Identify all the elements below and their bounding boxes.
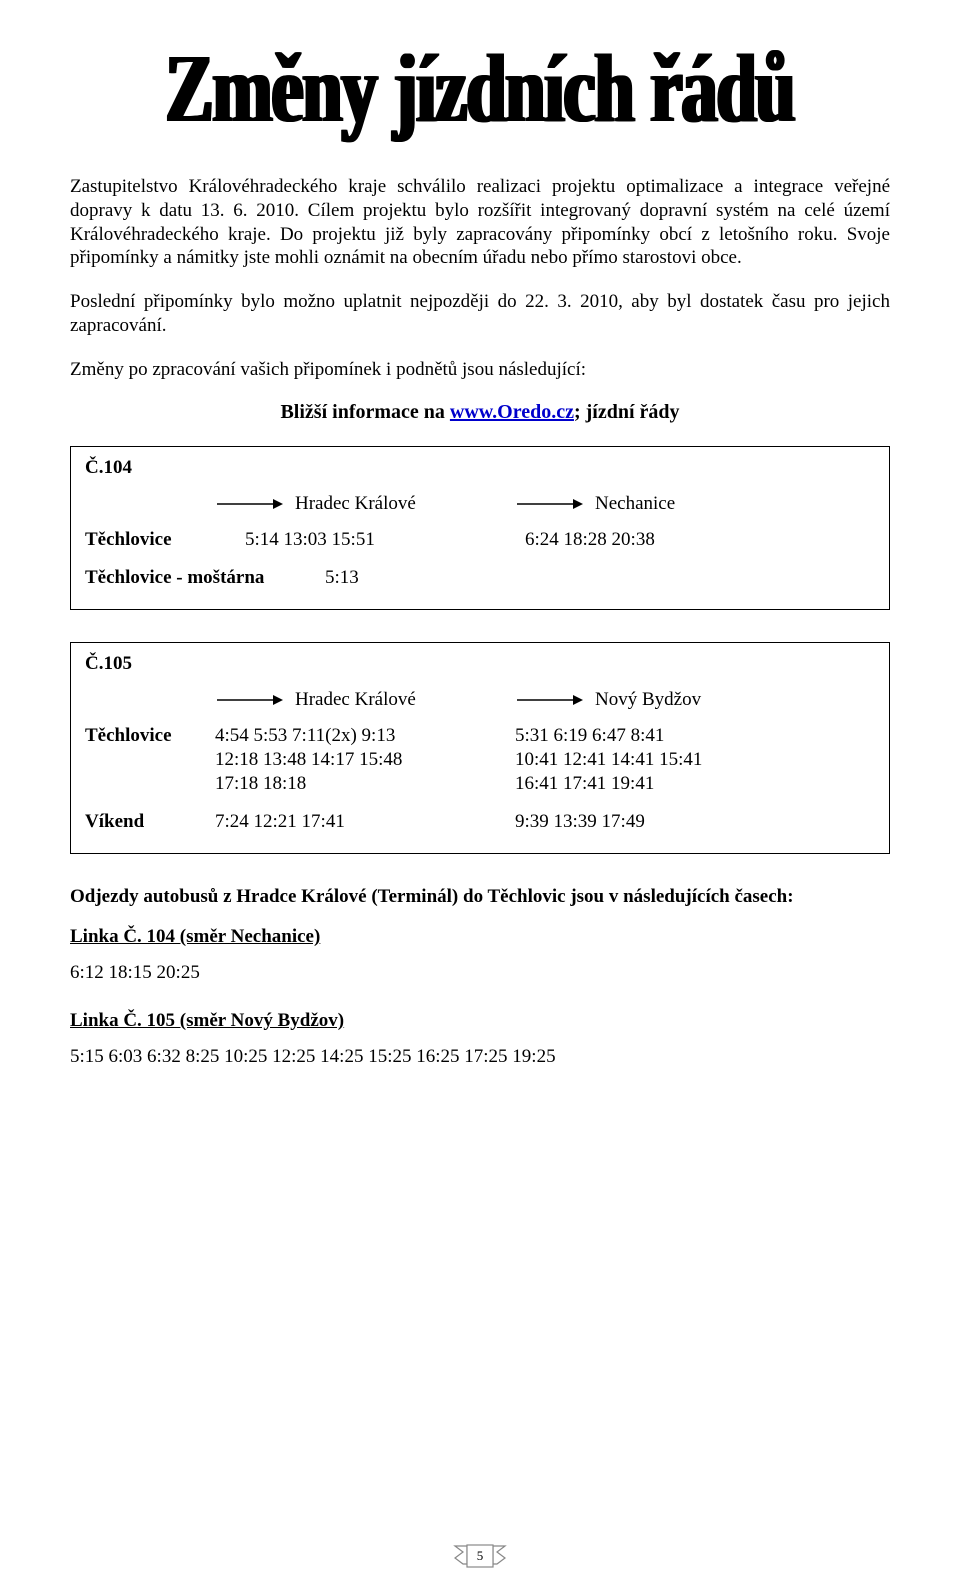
dest-text: Nový Bydžov bbox=[595, 689, 701, 711]
box-label: Č.104 bbox=[85, 457, 875, 479]
destination-a: Hradec Králové bbox=[215, 689, 515, 711]
times-right: 5:31 6:19 6:47 8:41 10:41 12:41 14:41 15… bbox=[515, 725, 702, 797]
dest-text: Hradec Králové bbox=[295, 493, 416, 515]
times-a: 7:24 12:21 17:41 bbox=[215, 811, 515, 833]
document-page: Změny jízdních řádů Zastupitelstvo Králo… bbox=[0, 0, 960, 1590]
times-a: 5:14 13:03 15:51 bbox=[245, 529, 525, 551]
arrow-icon bbox=[215, 693, 285, 707]
time-row: Těchlovice - moštárna 5:13 bbox=[85, 567, 875, 589]
arrow-icon bbox=[515, 693, 585, 707]
destination-b: Nechanice bbox=[515, 493, 675, 515]
info-prefix: Bližší informace na bbox=[280, 401, 449, 423]
stop-name: Těchlovice - moštárna bbox=[85, 567, 325, 589]
info-line: Bližší informace na www.Oredo.cz; jízdní… bbox=[70, 401, 890, 424]
time-line: 10:41 12:41 14:41 15:41 bbox=[515, 749, 702, 771]
destination-row: Hradec Králové Nový Bydžov bbox=[85, 689, 875, 711]
time-line: 12:18 13:48 14:17 15:48 bbox=[215, 749, 515, 771]
ribbon-icon: 5 bbox=[453, 1540, 507, 1572]
time-line: 17:18 18:18 bbox=[215, 773, 515, 795]
time-line: 5:31 6:19 6:47 8:41 bbox=[515, 725, 702, 747]
arrow-icon bbox=[215, 497, 285, 511]
arrow-icon bbox=[515, 497, 585, 511]
line-header: Linka Č. 105 (směr Nový Bydžov) bbox=[70, 1010, 890, 1032]
times-b: 9:39 13:39 17:49 bbox=[515, 811, 875, 833]
time-row-multi: Těchlovice 4:54 5:53 7:11(2x) 9:13 12:18… bbox=[85, 725, 875, 797]
stop-name: Víkend bbox=[85, 811, 215, 833]
times-list: 5:15 6:03 6:32 8:25 10:25 12:25 14:25 15… bbox=[70, 1046, 890, 1068]
page-number-badge: 5 bbox=[453, 1540, 507, 1572]
times-b: 6:24 18:28 20:38 bbox=[525, 529, 875, 551]
info-suffix: ; jízdní řády bbox=[574, 401, 680, 423]
schedule-box-104: Č.104 Hradec Králové Nechanice Těchlovic… bbox=[70, 446, 890, 610]
destination-b: Nový Bydžov bbox=[515, 689, 701, 711]
paragraph-1: Zastupitelstvo Královéhradeckého kraje s… bbox=[70, 175, 890, 270]
destination-row: Hradec Králové Nechanice bbox=[85, 493, 875, 515]
departures-heading: Odjezdy autobusů z Hradce Králové (Termi… bbox=[70, 886, 890, 908]
stop-name: Těchlovice bbox=[85, 529, 245, 551]
line-header: Linka Č. 104 (směr Nechanice) bbox=[70, 926, 890, 948]
times-left: 4:54 5:53 7:11(2x) 9:13 12:18 13:48 14:1… bbox=[215, 725, 515, 797]
time-line: 16:41 17:41 19:41 bbox=[515, 773, 702, 795]
oredo-link[interactable]: www.Oredo.cz bbox=[450, 401, 574, 423]
box-label: Č.105 bbox=[85, 653, 875, 675]
dest-text: Nechanice bbox=[595, 493, 675, 515]
paragraph-3: Změny po zpracování vašich připomínek i … bbox=[70, 358, 890, 382]
page-number: 5 bbox=[477, 1548, 484, 1563]
stop-name: Těchlovice bbox=[85, 725, 215, 797]
dest-text: Hradec Králové bbox=[295, 689, 416, 711]
page-title: Změny jízdních řádů bbox=[70, 33, 890, 145]
schedule-box-105: Č.105 Hradec Králové Nový Bydžov Těchlov… bbox=[70, 642, 890, 854]
times-a: 5:13 bbox=[325, 567, 605, 589]
time-line: 4:54 5:53 7:11(2x) 9:13 bbox=[215, 725, 515, 747]
times-list: 6:12 18:15 20:25 bbox=[70, 962, 890, 984]
paragraph-2: Poslední připomínky bylo možno uplatnit … bbox=[70, 290, 890, 338]
destination-a: Hradec Králové bbox=[215, 493, 515, 515]
time-row: Víkend 7:24 12:21 17:41 9:39 13:39 17:49 bbox=[85, 811, 875, 833]
time-row: Těchlovice 5:14 13:03 15:51 6:24 18:28 2… bbox=[85, 529, 875, 551]
